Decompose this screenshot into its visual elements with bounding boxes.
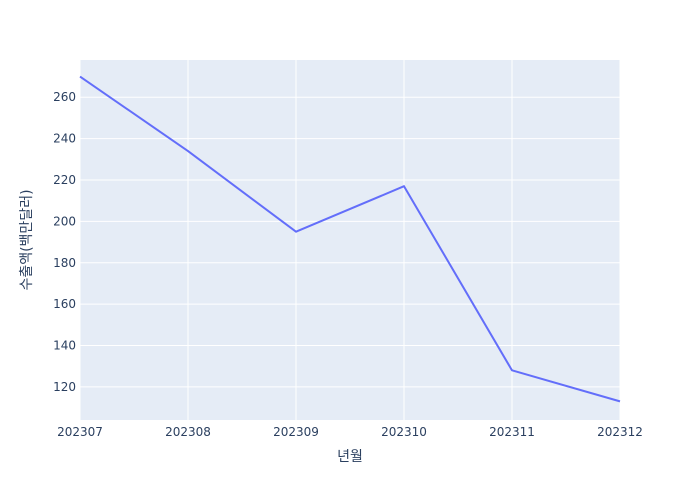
x-axis-title: 년월 [337, 449, 363, 465]
data-point-202308[interactable] [185, 148, 191, 154]
y-tick-label: 220 [53, 173, 76, 187]
plot-area [80, 60, 620, 420]
y-tick-label: 120 [53, 380, 76, 394]
series-line[interactable] [79, 75, 621, 403]
y-tick-label: 240 [53, 132, 76, 146]
data-point-202310[interactable] [401, 183, 407, 189]
y-tick-label: 200 [53, 214, 76, 228]
x-gridlines [79, 60, 621, 420]
y-tick-label: 260 [53, 90, 76, 104]
data-point-202309[interactable] [293, 229, 299, 235]
y-tick-label: 180 [53, 256, 76, 270]
y-tick-label: 140 [53, 339, 76, 353]
data-point-202311[interactable] [509, 367, 515, 373]
y-tick-label: 160 [53, 297, 76, 311]
x-tick-label: 202308 [165, 425, 211, 439]
x-tick-label: 202309 [273, 425, 319, 439]
x-tick-label: 202312 [597, 425, 643, 439]
y-axis-title: 수출액(백만달러) [19, 189, 35, 290]
x-tick-label: 202311 [489, 425, 535, 439]
x-tick-labels: 202307 202308 202309 202310 202311 202312 [57, 425, 643, 439]
data-point-202312[interactable] [617, 398, 623, 404]
x-tick-label: 202310 [381, 425, 427, 439]
data-point-202307[interactable] [77, 74, 83, 80]
series-group [77, 74, 623, 404]
y-tick-labels: 120 140 160 180 200 220 240 260 [53, 90, 76, 394]
x-tick-label: 202307 [57, 425, 103, 439]
